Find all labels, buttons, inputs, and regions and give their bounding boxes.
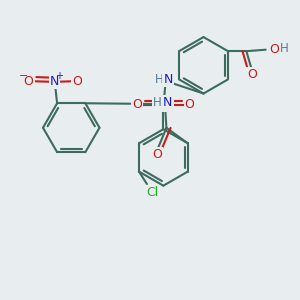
Text: −: − bbox=[19, 71, 28, 81]
Text: O: O bbox=[72, 75, 82, 88]
Text: N: N bbox=[164, 74, 173, 86]
Text: N: N bbox=[163, 96, 172, 110]
Text: H: H bbox=[280, 42, 289, 55]
Text: O: O bbox=[184, 98, 194, 111]
Text: S: S bbox=[159, 98, 168, 111]
Text: O: O bbox=[24, 75, 34, 88]
Text: H: H bbox=[153, 96, 162, 110]
Text: O: O bbox=[247, 68, 257, 82]
Text: Cl: Cl bbox=[146, 186, 158, 199]
Text: N: N bbox=[50, 75, 59, 88]
Text: +: + bbox=[55, 71, 63, 81]
Text: O: O bbox=[152, 148, 162, 161]
Text: O: O bbox=[269, 43, 279, 56]
Text: H: H bbox=[155, 74, 164, 86]
Text: O: O bbox=[132, 98, 142, 111]
